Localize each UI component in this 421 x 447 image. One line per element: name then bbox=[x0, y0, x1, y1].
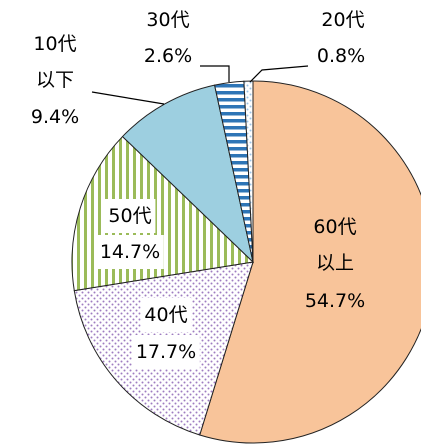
leader-line bbox=[200, 65, 230, 82]
pie-slice bbox=[199, 80, 421, 444]
value-label: 9.4% bbox=[30, 106, 80, 128]
leader-line bbox=[249, 65, 309, 83]
slice-label: 10代 以下 bbox=[33, 33, 77, 91]
value-label: 54.7% bbox=[304, 290, 366, 312]
slice-label: 30代 bbox=[146, 9, 190, 31]
pie-slice bbox=[121, 84, 254, 264]
slice-label: 50代 bbox=[104, 199, 156, 233]
value-label: 14.7% bbox=[95, 235, 165, 269]
value-label: 0.8% bbox=[316, 45, 366, 67]
pie-slice bbox=[243, 80, 254, 263]
leader-line bbox=[91, 91, 165, 105]
slice-label: 60代 以上 bbox=[313, 216, 357, 274]
value-label: 17.7% bbox=[131, 335, 201, 369]
slice-label: 20代 bbox=[321, 9, 365, 31]
slice-label: 40代 bbox=[140, 298, 192, 332]
value-label: 2.6% bbox=[143, 45, 193, 67]
